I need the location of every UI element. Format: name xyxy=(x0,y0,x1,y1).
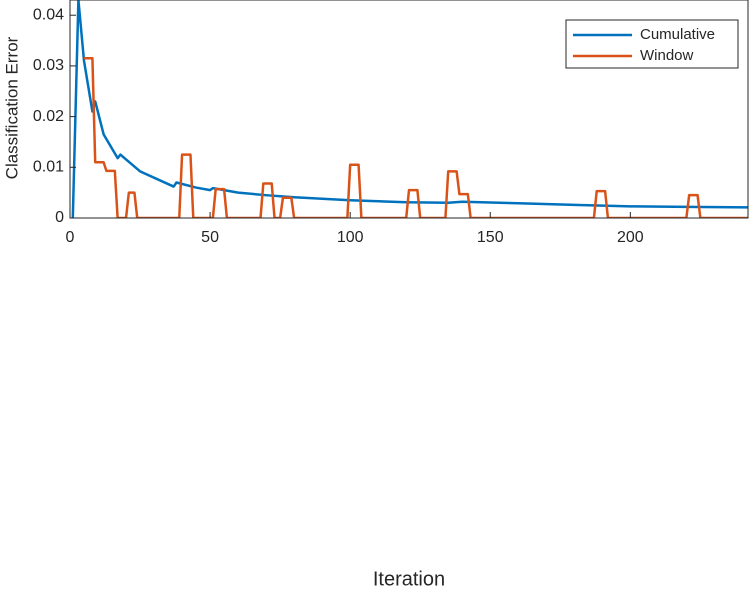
y-tick-label: 0.01 xyxy=(33,159,64,176)
axes-box xyxy=(69,0,749,219)
x-tick-label: 150 xyxy=(477,229,504,246)
legend-label: Window xyxy=(640,47,694,64)
x-axis-label: Iteration xyxy=(373,568,445,590)
y-tick-label: 0.04 xyxy=(33,6,64,23)
plot-area xyxy=(71,0,748,218)
series-line xyxy=(71,0,748,218)
x-tick-label: 0 xyxy=(66,229,75,246)
y-tick-label: 0.02 xyxy=(33,108,64,125)
y-tick-label: 0 xyxy=(55,209,64,226)
y-tick-label: 0.03 xyxy=(33,57,64,74)
legend-box xyxy=(565,19,739,69)
legend-label: Cumulative xyxy=(640,26,715,43)
x-tick-label: 100 xyxy=(337,229,364,246)
y-axis-label: Classification Error xyxy=(2,36,21,179)
x-tick-label: 50 xyxy=(201,229,219,246)
x-tick-label: 200 xyxy=(617,229,644,246)
series-line xyxy=(84,57,748,218)
